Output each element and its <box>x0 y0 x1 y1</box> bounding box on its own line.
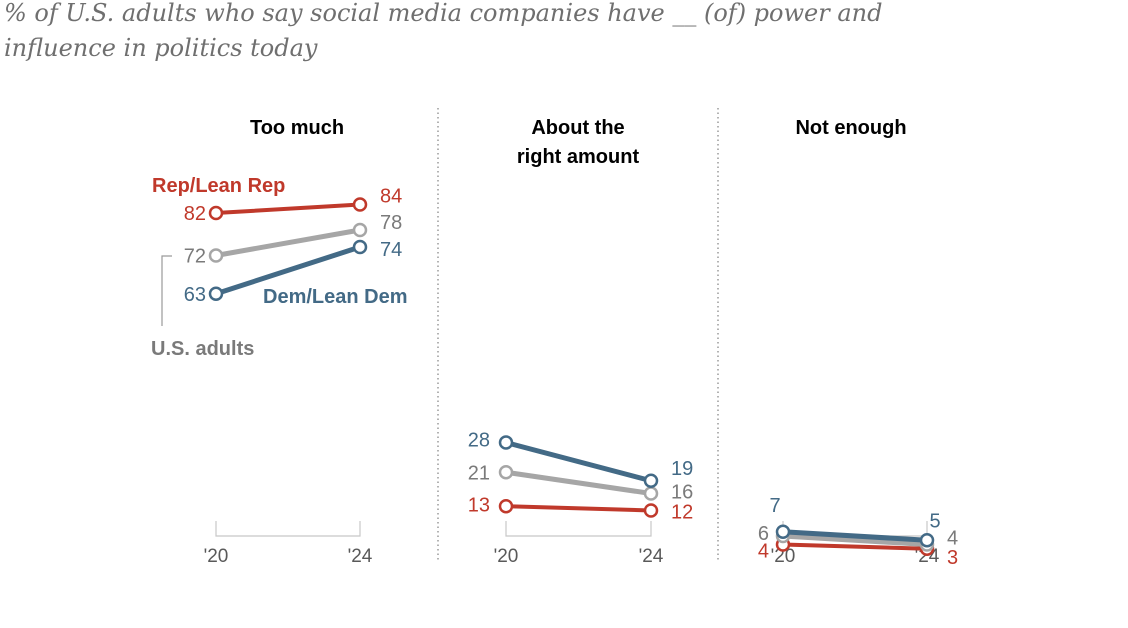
data-label-dem: 74 <box>380 239 402 261</box>
panel-title-2: right amount <box>517 146 640 168</box>
data-label-total: 72 <box>184 246 206 268</box>
series-line-rep <box>504 504 653 513</box>
x-axis-baseline <box>215 521 361 537</box>
panel-title-2: About the <box>531 117 624 139</box>
legend-rep: Rep/Lean Rep <box>152 175 285 197</box>
series-line-total <box>503 469 654 496</box>
panel-title-1: Too much <box>250 117 344 139</box>
data-point-dem <box>498 435 514 450</box>
data-label-rep: 13 <box>468 494 490 516</box>
panel-title-3: Not enough <box>795 117 906 139</box>
series-line-total <box>780 533 930 547</box>
data-point-rep <box>352 197 368 212</box>
data-label-rep: 82 <box>184 203 206 225</box>
x-tick-label: '24 <box>639 546 664 567</box>
data-point-total <box>208 248 224 263</box>
data-point-total <box>352 222 368 238</box>
x-tick-label: '24 <box>348 546 373 567</box>
data-point-rep <box>208 205 224 221</box>
data-point-rep <box>643 503 659 518</box>
data-point-dem <box>775 524 791 539</box>
data-label-rep: 3 <box>947 547 958 569</box>
data-label-total: 6 <box>758 523 769 545</box>
data-label-dem: 7 <box>769 495 780 517</box>
legend-dem: Dem/Lean Dem <box>263 286 408 308</box>
legend-leader-total <box>161 255 172 326</box>
data-label-rep: 84 <box>380 186 402 208</box>
data-point-dem <box>208 286 224 301</box>
data-label-rep: 12 <box>671 502 693 524</box>
x-tick-label: '20 <box>771 546 796 567</box>
data-label-total: 78 <box>380 212 402 234</box>
data-point-total <box>643 486 659 501</box>
data-label-rep: 4 <box>758 541 769 563</box>
data-label-total: 16 <box>671 482 693 504</box>
chart-subtitle: % of U.S. adults who say social media co… <box>4 0 883 62</box>
data-point-dem <box>919 533 935 548</box>
x-tick-label: '20 <box>494 546 519 567</box>
data-label-dem: 63 <box>184 284 206 306</box>
data-label-total: 21 <box>468 462 490 484</box>
data-point-dem <box>352 239 368 255</box>
data-label-dem: 28 <box>468 430 490 452</box>
series-line-dem <box>213 244 363 297</box>
x-axis-baseline <box>505 521 652 537</box>
data-point-rep <box>498 499 514 514</box>
data-label-dem: 5 <box>929 510 940 532</box>
series-line-dem <box>780 529 930 543</box>
series-line-rep <box>214 202 362 215</box>
series-line-rep <box>781 542 929 551</box>
data-label-dem: 19 <box>671 458 693 480</box>
data-point-total <box>498 465 514 480</box>
legend-total: U.S. adults <box>151 338 254 360</box>
data-label-total: 4 <box>947 528 958 550</box>
data-point-dem <box>643 473 659 488</box>
x-tick-label: '20 <box>204 546 229 567</box>
series-line-total <box>213 227 363 258</box>
series-line-dem <box>503 440 654 484</box>
